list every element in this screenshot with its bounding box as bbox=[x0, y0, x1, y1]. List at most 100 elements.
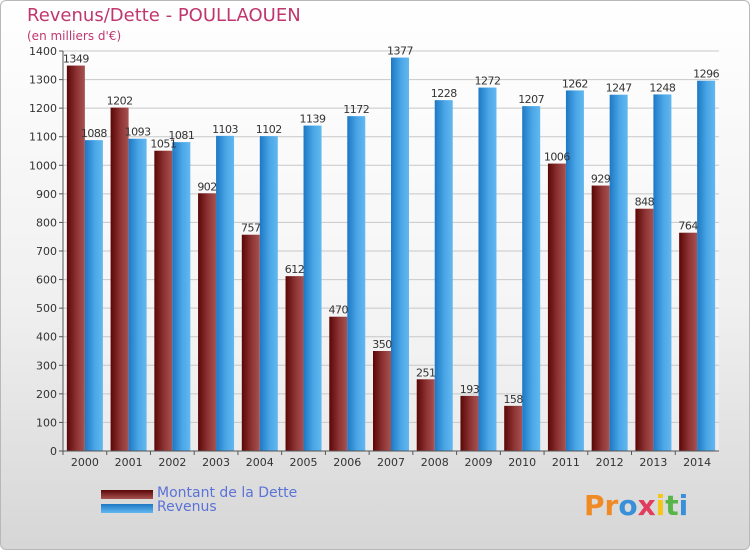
data-label-dette: 757 bbox=[241, 222, 261, 235]
chart-subtitle: (en milliers d'€) bbox=[27, 29, 122, 43]
data-label-revenus: 1296 bbox=[693, 68, 719, 81]
logo-letter: i bbox=[678, 489, 689, 522]
bar-dette-2013 bbox=[635, 208, 654, 451]
x-tick-label: 2007 bbox=[377, 456, 405, 469]
bar-dette-2002 bbox=[154, 150, 173, 451]
data-label-revenus: 1247 bbox=[606, 82, 632, 95]
y-tick-label: 1000 bbox=[29, 159, 57, 172]
data-label-revenus: 1081 bbox=[168, 129, 194, 142]
x-tick-label: 2005 bbox=[290, 456, 318, 469]
data-label-revenus: 1377 bbox=[387, 45, 413, 58]
y-tick-label: 500 bbox=[36, 302, 57, 315]
data-label-revenus: 1172 bbox=[343, 103, 369, 116]
data-label-revenus: 1272 bbox=[474, 75, 500, 88]
bar-revenus-2014 bbox=[697, 80, 716, 451]
bar-revenus-2004 bbox=[259, 136, 278, 451]
bar-dette-2008 bbox=[416, 379, 435, 451]
bar-revenus-2013 bbox=[653, 94, 672, 451]
data-label-revenus: 1103 bbox=[212, 123, 238, 136]
data-label-dette: 929 bbox=[591, 173, 611, 186]
y-tick-label: 700 bbox=[36, 245, 57, 258]
bar-dette-2011 bbox=[547, 163, 566, 452]
y-tick-label: 800 bbox=[36, 216, 57, 229]
legend-swatch-dette bbox=[101, 490, 153, 499]
legend-swatch-revenus bbox=[101, 504, 153, 513]
bar-revenus-2002 bbox=[172, 142, 191, 451]
data-label-dette: 158 bbox=[503, 393, 523, 406]
y-tick-label: 400 bbox=[36, 331, 57, 344]
x-tick-label: 2009 bbox=[464, 456, 492, 469]
data-label-revenus: 1102 bbox=[256, 123, 282, 136]
bar-revenus-2011 bbox=[565, 90, 584, 451]
x-tick-label: 2004 bbox=[246, 456, 274, 469]
y-tick-label: 1400 bbox=[29, 45, 57, 58]
data-label-dette: 1202 bbox=[107, 95, 133, 108]
logo-letter: x bbox=[637, 489, 656, 522]
x-tick-label: 2011 bbox=[552, 456, 580, 469]
data-label-revenus: 1093 bbox=[125, 126, 151, 139]
bar-revenus-2000 bbox=[84, 140, 103, 451]
bar-revenus-2006 bbox=[347, 116, 366, 452]
bar-revenus-2008 bbox=[434, 100, 453, 452]
proxiti-logo: Proxiti bbox=[584, 489, 688, 522]
bar-revenus-2005 bbox=[303, 125, 322, 452]
data-label-revenus: 1248 bbox=[649, 81, 675, 94]
bar-revenus-2001 bbox=[128, 138, 147, 451]
data-label-revenus: 1207 bbox=[518, 93, 544, 106]
y-tick-label: 600 bbox=[36, 274, 57, 287]
data-label-dette: 470 bbox=[329, 304, 349, 317]
legend-label-dette: Montant de la Dette bbox=[157, 485, 298, 501]
data-label-dette: 848 bbox=[635, 196, 655, 209]
data-label-dette: 902 bbox=[197, 180, 217, 193]
data-label-dette: 612 bbox=[285, 263, 305, 276]
bar-revenus-2012 bbox=[609, 94, 628, 451]
bar-revenus-2009 bbox=[478, 87, 497, 452]
legend: Montant de la Dette Revenus bbox=[101, 485, 361, 515]
bar-revenus-2010 bbox=[522, 106, 541, 452]
bar-dette-2005 bbox=[285, 276, 304, 451]
bar-dette-2000 bbox=[66, 65, 85, 452]
data-label-dette: 193 bbox=[460, 383, 480, 396]
data-label-revenus: 1139 bbox=[300, 113, 326, 126]
x-tick-label: 2006 bbox=[333, 456, 361, 469]
bar-dette-2012 bbox=[591, 185, 610, 452]
logo-letter: r bbox=[604, 489, 619, 522]
x-tick-label: 2013 bbox=[639, 456, 667, 469]
chart-title: Revenus/Dette - POULLAOUEN bbox=[27, 5, 301, 26]
y-tick-label: 100 bbox=[36, 416, 57, 429]
legend-label-revenus: Revenus bbox=[157, 499, 217, 515]
x-tick-label: 2010 bbox=[508, 456, 536, 469]
x-tick-label: 2001 bbox=[115, 456, 143, 469]
data-label-revenus: 1088 bbox=[81, 127, 107, 140]
x-tick-label: 2012 bbox=[596, 456, 624, 469]
y-tick-label: 200 bbox=[36, 388, 57, 401]
x-tick-label: 2003 bbox=[202, 456, 230, 469]
data-label-dette: 764 bbox=[678, 220, 698, 233]
x-tick-label: 2000 bbox=[71, 456, 99, 469]
bar-dette-2014 bbox=[679, 232, 698, 451]
bar-dette-2003 bbox=[198, 193, 217, 452]
logo-letter: i bbox=[655, 489, 666, 522]
data-label-dette: 350 bbox=[372, 338, 392, 351]
y-tick-label: 1100 bbox=[29, 131, 57, 144]
y-tick-label: 900 bbox=[36, 188, 57, 201]
logo-letter: P bbox=[584, 489, 605, 522]
data-label-revenus: 1228 bbox=[431, 87, 457, 100]
bar-revenus-2007 bbox=[391, 57, 409, 451]
x-tick-label: 2014 bbox=[683, 456, 711, 469]
data-label-dette: 1349 bbox=[63, 53, 89, 66]
bar-dette-2007 bbox=[373, 351, 391, 451]
y-tick-label: 0 bbox=[50, 445, 57, 458]
bar-dette-2001 bbox=[110, 107, 129, 452]
bar-revenus-2003 bbox=[216, 135, 235, 451]
data-label-dette: 1051 bbox=[150, 138, 176, 151]
bar-dette-2006 bbox=[329, 316, 348, 451]
y-tick-label: 300 bbox=[36, 359, 57, 372]
legend-item-revenus: Revenus bbox=[101, 499, 361, 515]
bar-dette-2004 bbox=[241, 234, 260, 451]
legend-item-dette: Montant de la Dette bbox=[101, 485, 361, 501]
x-tick-label: 2002 bbox=[158, 456, 186, 469]
bar-dette-2010 bbox=[504, 405, 523, 451]
